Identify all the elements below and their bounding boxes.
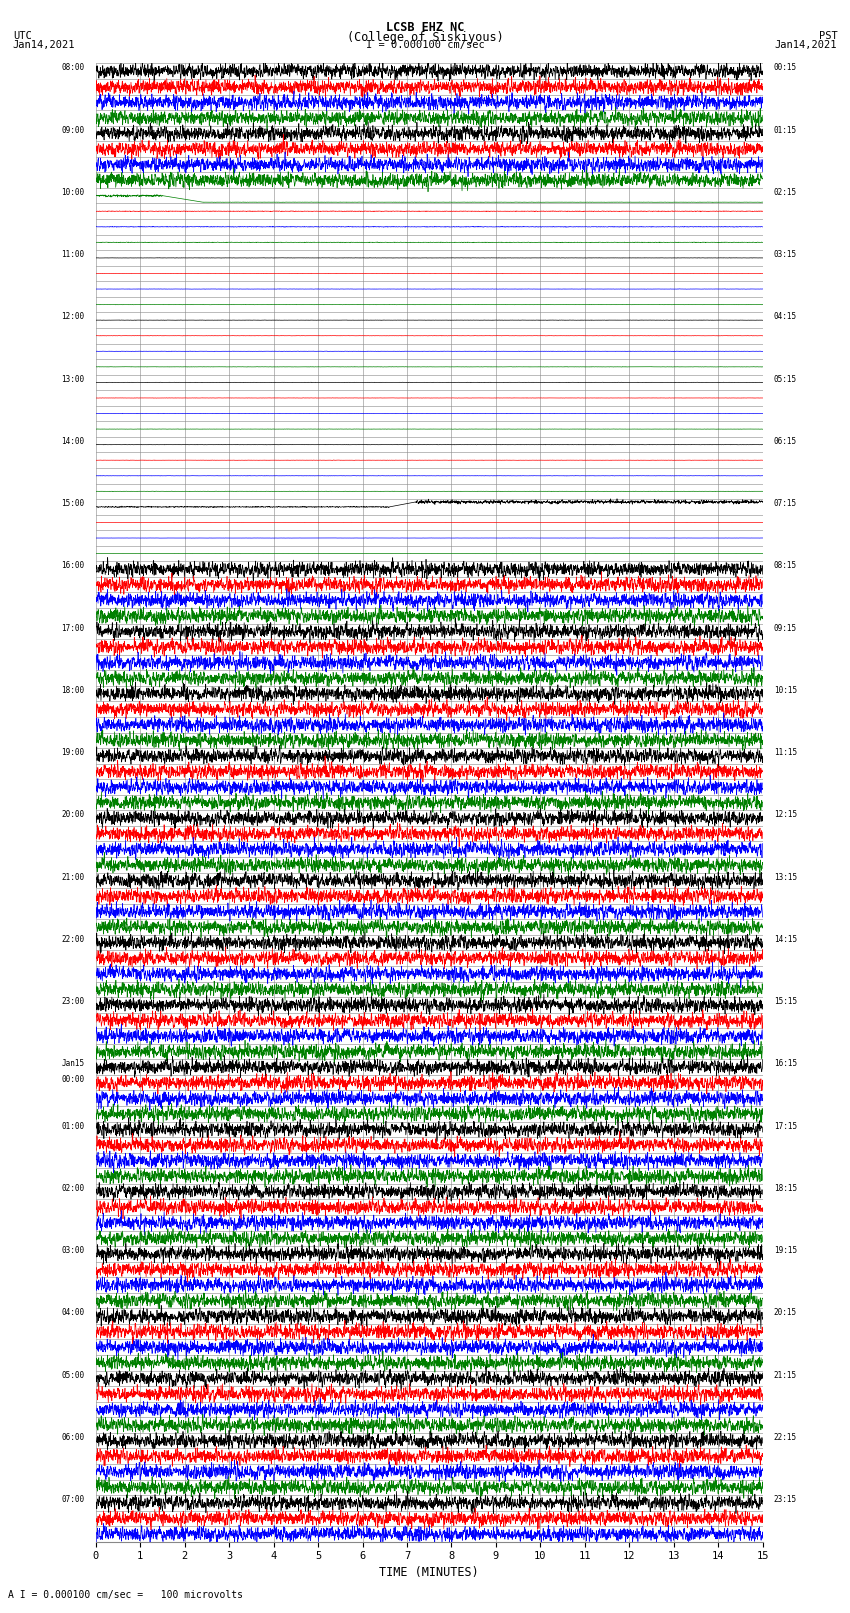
Text: 12:00: 12:00 [61,313,85,321]
Text: 14:15: 14:15 [774,936,797,944]
Text: 18:00: 18:00 [61,686,85,695]
X-axis label: TIME (MINUTES): TIME (MINUTES) [379,1566,479,1579]
Text: PST: PST [819,31,837,40]
Text: 13:15: 13:15 [774,873,797,882]
Text: 02:15: 02:15 [774,187,797,197]
Text: 18:15: 18:15 [774,1184,797,1194]
Text: 21:15: 21:15 [774,1371,797,1379]
Text: 15:15: 15:15 [774,997,797,1007]
Text: 07:15: 07:15 [774,498,797,508]
Text: 14:00: 14:00 [61,437,85,445]
Text: 04:15: 04:15 [774,313,797,321]
Text: 05:00: 05:00 [61,1371,85,1379]
Text: 03:00: 03:00 [61,1247,85,1255]
Text: 00:00: 00:00 [61,1074,85,1084]
Text: 11:15: 11:15 [774,748,797,756]
Text: 09:15: 09:15 [774,624,797,632]
Text: 20:00: 20:00 [61,810,85,819]
Text: 20:15: 20:15 [774,1308,797,1318]
Text: 19:00: 19:00 [61,748,85,756]
Text: I = 0.000100 cm/sec: I = 0.000100 cm/sec [366,40,484,50]
Text: 02:00: 02:00 [61,1184,85,1194]
Text: 22:15: 22:15 [774,1432,797,1442]
Text: 00:15: 00:15 [774,63,797,73]
Text: 04:00: 04:00 [61,1308,85,1318]
Text: 17:15: 17:15 [774,1121,797,1131]
Text: 08:00: 08:00 [61,63,85,73]
Text: 19:15: 19:15 [774,1247,797,1255]
Text: 23:00: 23:00 [61,997,85,1007]
Text: 22:00: 22:00 [61,936,85,944]
Text: LCSB EHZ NC: LCSB EHZ NC [386,21,464,34]
Text: A I = 0.000100 cm/sec =   100 microvolts: A I = 0.000100 cm/sec = 100 microvolts [8,1590,243,1600]
Text: 10:15: 10:15 [774,686,797,695]
Text: 08:15: 08:15 [774,561,797,571]
Text: (College of Siskiyous): (College of Siskiyous) [347,31,503,44]
Text: 10:00: 10:00 [61,187,85,197]
Text: 15:00: 15:00 [61,498,85,508]
Text: 16:00: 16:00 [61,561,85,571]
Text: 17:00: 17:00 [61,624,85,632]
Text: 11:00: 11:00 [61,250,85,260]
Text: Jan14,2021: Jan14,2021 [13,40,76,50]
Text: UTC: UTC [13,31,31,40]
Text: 13:00: 13:00 [61,374,85,384]
Text: 23:15: 23:15 [774,1495,797,1503]
Text: 01:15: 01:15 [774,126,797,134]
Text: 09:00: 09:00 [61,126,85,134]
Text: 12:15: 12:15 [774,810,797,819]
Text: 16:15: 16:15 [774,1060,797,1068]
Text: Jan15: Jan15 [61,1060,85,1068]
Text: 07:00: 07:00 [61,1495,85,1503]
Text: 05:15: 05:15 [774,374,797,384]
Text: 06:15: 06:15 [774,437,797,445]
Text: 06:00: 06:00 [61,1432,85,1442]
Text: 21:00: 21:00 [61,873,85,882]
Text: 01:00: 01:00 [61,1121,85,1131]
Text: Jan14,2021: Jan14,2021 [774,40,837,50]
Text: 03:15: 03:15 [774,250,797,260]
